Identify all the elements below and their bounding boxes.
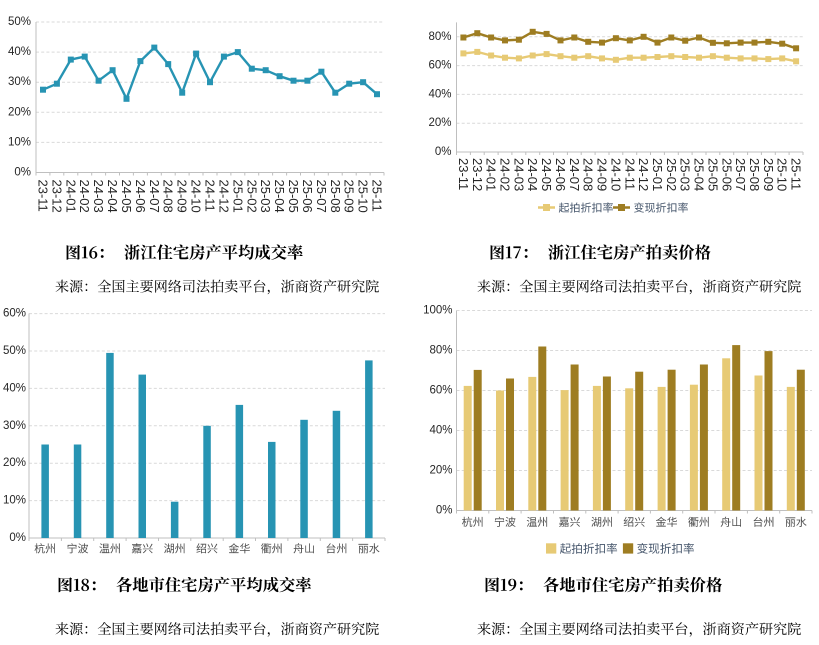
svg-text:25-08: 25-08: [328, 180, 343, 213]
svg-text:24-11: 24-11: [622, 158, 637, 190]
svg-text:24-03: 24-03: [91, 180, 106, 213]
svg-text:80%: 80%: [429, 345, 452, 357]
svg-text:24-03: 24-03: [511, 158, 526, 191]
svg-text:24-06: 24-06: [133, 180, 148, 213]
svg-text:25-07: 25-07: [733, 158, 748, 191]
svg-text:25-01: 25-01: [650, 158, 665, 191]
svg-text:23-12: 23-12: [470, 158, 485, 191]
svg-text:20%: 20%: [3, 457, 26, 469]
svg-text:25-07: 25-07: [314, 180, 329, 213]
svg-text:25-10: 25-10: [356, 180, 371, 213]
svg-text:25-02: 25-02: [664, 158, 679, 191]
svg-text:23-12: 23-12: [49, 180, 64, 213]
svg-text:30%: 30%: [8, 76, 31, 88]
svg-text:24-07: 24-07: [147, 180, 162, 213]
svg-text:25-03: 25-03: [258, 180, 273, 213]
svg-text:24-05: 24-05: [119, 180, 134, 213]
svg-text:0%: 0%: [14, 167, 31, 179]
svg-text:24-02: 24-02: [77, 180, 92, 213]
svg-text:30%: 30%: [3, 420, 26, 432]
svg-text:100%: 100%: [423, 305, 452, 317]
svg-text:25-10: 25-10: [775, 158, 790, 191]
svg-text:20%: 20%: [8, 106, 31, 118]
svg-text:25-05: 25-05: [705, 158, 720, 191]
svg-text:25-01: 25-01: [230, 180, 245, 213]
svg-text:24-04: 24-04: [105, 180, 120, 213]
svg-text:25-03: 25-03: [678, 158, 693, 191]
svg-text:24-09: 24-09: [595, 158, 610, 191]
svg-text:25-04: 25-04: [692, 158, 707, 191]
svg-text:40%: 40%: [429, 425, 452, 437]
svg-text:80%: 80%: [428, 31, 451, 43]
svg-text:20%: 20%: [428, 117, 451, 129]
svg-text:25-09: 25-09: [342, 180, 357, 213]
svg-text:10%: 10%: [8, 136, 31, 148]
svg-text:24-02: 24-02: [498, 158, 513, 191]
svg-text:23-11: 23-11: [456, 158, 471, 190]
svg-text:0%: 0%: [435, 146, 452, 158]
svg-text:24-10: 24-10: [608, 158, 623, 191]
svg-text:40%: 40%: [428, 88, 451, 100]
svg-text:25-08: 25-08: [747, 158, 762, 191]
svg-text:25-11: 25-11: [370, 180, 385, 212]
svg-text:24-01: 24-01: [484, 158, 499, 191]
svg-text:24-07: 24-07: [567, 158, 582, 191]
svg-text:24-01: 24-01: [63, 180, 78, 213]
svg-text:24-12: 24-12: [636, 158, 651, 191]
svg-text:24-09: 24-09: [175, 180, 190, 213]
svg-text:60%: 60%: [429, 385, 452, 397]
svg-text:24-10: 24-10: [189, 180, 204, 213]
svg-text:50%: 50%: [3, 345, 26, 357]
svg-text:25-06: 25-06: [719, 158, 734, 191]
svg-text:60%: 60%: [3, 308, 26, 320]
svg-text:24-08: 24-08: [581, 158, 596, 191]
svg-text:24-08: 24-08: [161, 180, 176, 213]
svg-text:24-04: 24-04: [525, 158, 540, 191]
svg-text:25-02: 25-02: [244, 180, 259, 213]
svg-text:25-11: 25-11: [789, 158, 804, 190]
svg-text:23-11: 23-11: [36, 180, 51, 212]
svg-text:40%: 40%: [8, 46, 31, 58]
svg-text:50%: 50%: [8, 16, 31, 28]
svg-text:20%: 20%: [429, 465, 452, 477]
svg-text:0%: 0%: [9, 532, 26, 544]
svg-text:24-06: 24-06: [553, 158, 568, 191]
svg-text:25-05: 25-05: [286, 180, 301, 213]
svg-text:60%: 60%: [428, 60, 451, 72]
svg-text:25-04: 25-04: [272, 180, 287, 213]
svg-text:24-05: 24-05: [539, 158, 554, 191]
svg-text:25-09: 25-09: [761, 158, 776, 191]
svg-text:40%: 40%: [3, 382, 26, 394]
svg-text:24-12: 24-12: [216, 180, 231, 213]
svg-text:24-11: 24-11: [203, 180, 218, 212]
svg-text:0%: 0%: [436, 505, 453, 517]
svg-text:25-06: 25-06: [300, 180, 315, 213]
svg-text:10%: 10%: [3, 495, 26, 507]
